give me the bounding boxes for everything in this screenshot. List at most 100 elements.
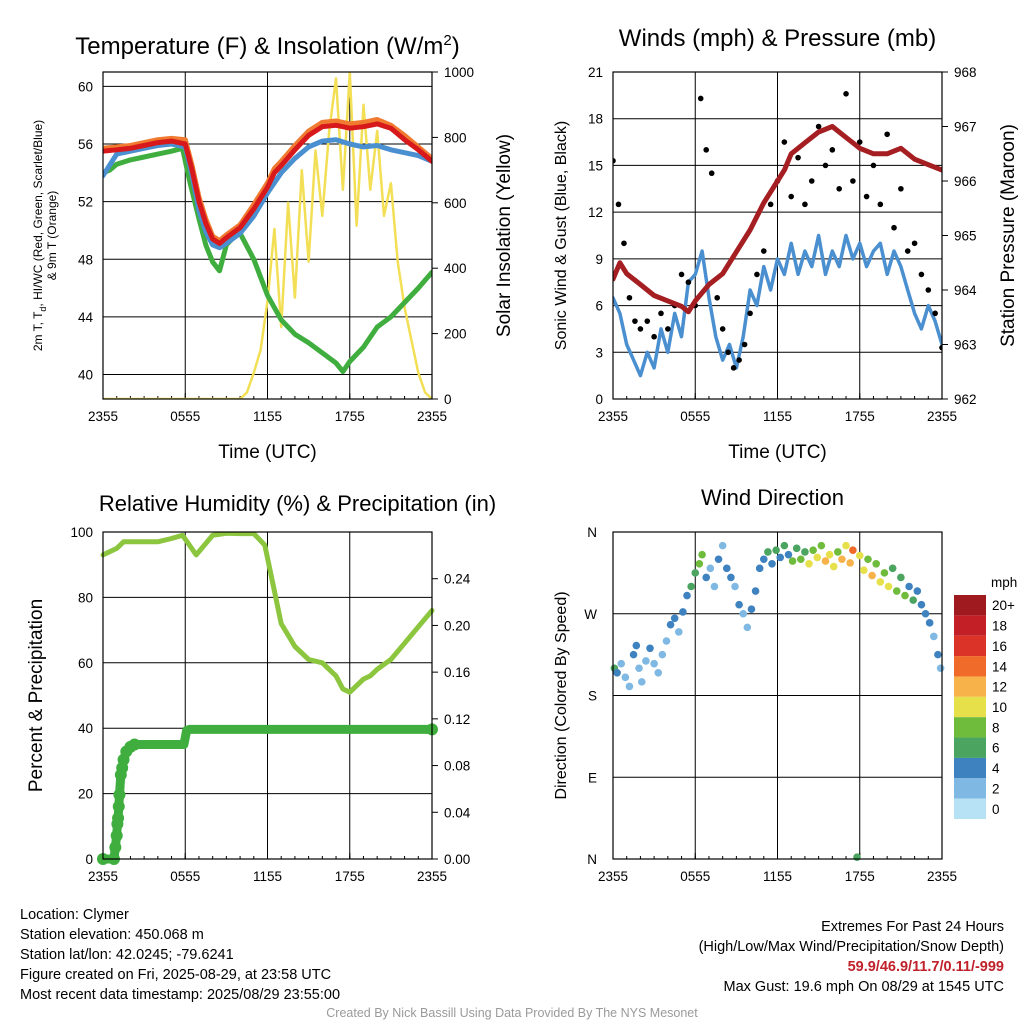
station-info: Location: Clymer Station elevation: 450.… bbox=[20, 905, 340, 1005]
precipitation-point bbox=[110, 829, 123, 842]
y-axis-label-line2: & 9m T (Orange) bbox=[45, 191, 59, 281]
direction-point bbox=[759, 555, 768, 564]
colorbar-swatch bbox=[954, 798, 986, 819]
y-tick-label: E bbox=[588, 770, 597, 785]
direction-point bbox=[909, 596, 918, 604]
gust-point bbox=[925, 287, 932, 293]
direction-point bbox=[929, 632, 938, 641]
y2-tick-label: 966 bbox=[954, 174, 977, 189]
insolation-line bbox=[103, 72, 432, 399]
gust-point bbox=[856, 139, 863, 145]
y-axis-label: 2m T, Td, HI/WC (Red, Green, Scarlet/Blu… bbox=[31, 120, 48, 351]
gust-point bbox=[697, 95, 704, 102]
y-tick-label: 60 bbox=[78, 79, 93, 94]
gust-point bbox=[708, 170, 715, 177]
two-meter-temp-line bbox=[103, 121, 432, 246]
y2-tick-label: 1000 bbox=[444, 65, 474, 80]
y-tick-label: 12 bbox=[588, 205, 603, 220]
y2-tick-label: 0.04 bbox=[444, 805, 471, 820]
direction-point bbox=[662, 637, 671, 645]
colorbar-label: 4 bbox=[992, 761, 1000, 776]
direction-point bbox=[706, 564, 715, 573]
gust-point bbox=[754, 271, 760, 278]
direction-point bbox=[646, 644, 654, 653]
panel-temperature: 2355 0555 1155 1755 235540444852566002004006… bbox=[31, 32, 515, 463]
y2-tick-label: 200 bbox=[444, 327, 467, 342]
gust-point bbox=[829, 147, 836, 153]
direction-point bbox=[780, 541, 789, 550]
series-group bbox=[97, 532, 438, 865]
max-gust: Max Gust: 19.6 mph On 08/29 at 1545 UTC bbox=[723, 979, 1004, 995]
direction-point bbox=[625, 682, 634, 691]
y-tick-label: 15 bbox=[588, 158, 603, 173]
precipitation-point bbox=[128, 738, 141, 751]
y-tick-label: 20 bbox=[78, 787, 93, 802]
direction-point bbox=[731, 582, 739, 591]
station-latlon: Station lat/lon: 42.0245; -79.6241 bbox=[20, 947, 234, 963]
y-tick-label: S bbox=[588, 689, 597, 704]
y-axis-label: Direction (Colored By Speed) bbox=[553, 591, 570, 799]
y-tick-label: 100 bbox=[70, 525, 93, 540]
gust-point bbox=[815, 123, 822, 130]
gust-point bbox=[891, 224, 897, 231]
direction-point bbox=[936, 664, 945, 673]
direction-point bbox=[629, 650, 638, 659]
x-tick-label: 1755 bbox=[845, 409, 875, 424]
direction-point bbox=[901, 591, 909, 600]
direction-point bbox=[813, 553, 822, 562]
extremes-values: 59.9/46.9/11.7/0.11/-999 bbox=[847, 959, 1004, 975]
gust-point bbox=[932, 310, 938, 317]
gust-point bbox=[730, 365, 737, 371]
colorbar-title: mph bbox=[991, 575, 1017, 590]
direction-point bbox=[792, 544, 801, 553]
colorbar-label: 16 bbox=[992, 639, 1007, 654]
direction-point bbox=[617, 659, 626, 668]
gust-point bbox=[615, 201, 622, 208]
direction-point bbox=[776, 553, 785, 562]
x-tick-label: 1755 bbox=[335, 409, 365, 424]
colorbar-swatch bbox=[954, 676, 986, 697]
x-tick-label: 1755 bbox=[335, 869, 365, 884]
direction-point bbox=[695, 559, 704, 568]
y-tick-label: 0 bbox=[595, 392, 603, 407]
y-axis-label: Percent & Precipitation bbox=[26, 599, 47, 792]
x-tick-label: 2355 bbox=[598, 409, 628, 424]
colorbar-swatch bbox=[954, 757, 986, 779]
direction-point bbox=[892, 587, 901, 595]
colorbar-label: 12 bbox=[992, 680, 1007, 695]
station-location: Location: Clymer bbox=[20, 907, 129, 923]
direction-point bbox=[788, 557, 797, 565]
y2-tick-label: 0.20 bbox=[444, 618, 470, 633]
plot-border bbox=[102, 71, 433, 400]
direction-point bbox=[718, 541, 727, 550]
x-tick-label: 2355 bbox=[598, 869, 628, 884]
y-tick-label: N bbox=[587, 525, 597, 540]
precipitation-point bbox=[109, 841, 122, 854]
y2-tick-label: 0.00 bbox=[444, 852, 470, 867]
direction-point bbox=[864, 555, 872, 564]
direction-point bbox=[679, 608, 687, 616]
y-tick-label: 18 bbox=[588, 112, 603, 127]
direction-point bbox=[872, 559, 880, 568]
x-axis-label: Time (UTC) bbox=[218, 442, 317, 463]
precipitation-point bbox=[112, 800, 125, 813]
x-tick-label: 0555 bbox=[680, 409, 710, 424]
direction-point bbox=[853, 853, 861, 861]
y-tick-label: 3 bbox=[595, 345, 603, 360]
gust-point bbox=[863, 193, 870, 200]
direction-point bbox=[817, 541, 826, 550]
x-tick-label: 1155 bbox=[763, 869, 792, 884]
direction-point bbox=[747, 605, 756, 614]
x-tick-label: 2355 bbox=[927, 409, 957, 424]
gust-point bbox=[795, 154, 801, 161]
direction-point bbox=[801, 548, 809, 556]
y-tick-label: 40 bbox=[78, 368, 93, 383]
direction-point bbox=[714, 555, 723, 564]
gust-point bbox=[703, 147, 710, 153]
x-tick-label: 1155 bbox=[763, 409, 792, 424]
gust-point bbox=[911, 240, 918, 247]
gust-point bbox=[904, 248, 911, 254]
gust-point bbox=[843, 91, 849, 97]
direction-point bbox=[768, 559, 776, 568]
